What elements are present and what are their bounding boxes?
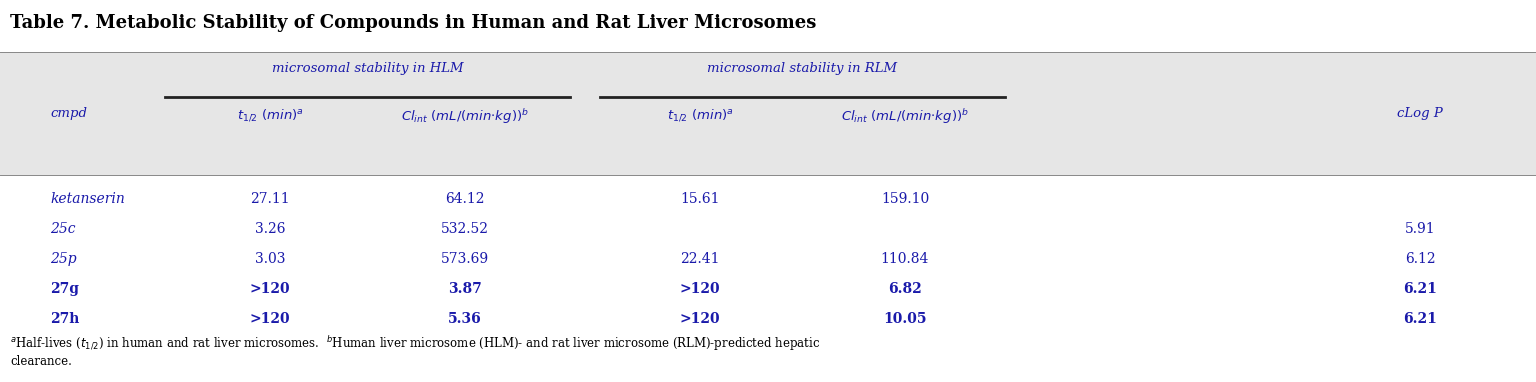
Text: 6.12: 6.12 [1405, 252, 1435, 266]
Text: 110.84: 110.84 [880, 252, 929, 266]
Text: $\mathit{t}_{1/2}\ \mathit{(min)}^a$: $\mathit{t}_{1/2}\ \mathit{(min)}^a$ [667, 107, 734, 123]
Text: 6.21: 6.21 [1402, 282, 1438, 296]
Text: 5.36: 5.36 [449, 312, 482, 326]
Text: 10.05: 10.05 [883, 312, 926, 326]
Text: clearance.: clearance. [11, 355, 72, 368]
Text: Table 7. Metabolic Stability of Compounds in Human and Rat Liver Microsomes: Table 7. Metabolic Stability of Compound… [11, 14, 816, 32]
Text: 6.21: 6.21 [1402, 312, 1438, 326]
Text: 5.91: 5.91 [1405, 222, 1435, 236]
Text: 27.11: 27.11 [250, 192, 290, 206]
Text: 3.03: 3.03 [255, 252, 286, 266]
Text: >120: >120 [680, 282, 720, 296]
Text: 532.52: 532.52 [441, 222, 488, 236]
Text: 3.87: 3.87 [449, 282, 482, 296]
Text: 27g: 27g [51, 282, 78, 296]
Text: >120: >120 [250, 312, 290, 326]
Text: 15.61: 15.61 [680, 192, 720, 206]
Text: 27h: 27h [51, 312, 80, 326]
Text: 22.41: 22.41 [680, 252, 720, 266]
Text: 159.10: 159.10 [880, 192, 929, 206]
Text: cLog P: cLog P [1398, 107, 1442, 120]
Text: $\mathit{t}_{1/2}\ \mathit{(min)}^a$: $\mathit{t}_{1/2}\ \mathit{(min)}^a$ [237, 107, 304, 123]
Text: 573.69: 573.69 [441, 252, 488, 266]
Text: $\mathit{Cl}_{\mathit{int}}\ \mathit{(mL/(min{\cdot}kg))}^b$: $\mathit{Cl}_{\mathit{int}}\ \mathit{(mL… [842, 107, 969, 126]
Text: microsomal stability in HLM: microsomal stability in HLM [272, 62, 464, 75]
Text: 25p: 25p [51, 252, 77, 266]
Text: microsomal stability in RLM: microsomal stability in RLM [708, 62, 897, 75]
Text: 25c: 25c [51, 222, 75, 236]
Text: 6.82: 6.82 [888, 282, 922, 296]
Text: 64.12: 64.12 [445, 192, 485, 206]
Text: >120: >120 [250, 282, 290, 296]
Text: >120: >120 [680, 312, 720, 326]
Text: $\mathit{Cl}_{\mathit{int}}\ \mathit{(mL/(min{\cdot}kg))}^b$: $\mathit{Cl}_{\mathit{int}}\ \mathit{(mL… [401, 107, 528, 126]
Bar [0, 52, 1536, 175]
Text: ketanserin: ketanserin [51, 192, 124, 206]
Text: 3.26: 3.26 [255, 222, 286, 236]
Text: ${}^a$Half-lives ($t_{1/2}$) in human and rat liver microsomes.  ${}^b$Human liv: ${}^a$Half-lives ($t_{1/2}$) in human an… [11, 335, 820, 353]
Text: cmpd: cmpd [51, 107, 88, 120]
